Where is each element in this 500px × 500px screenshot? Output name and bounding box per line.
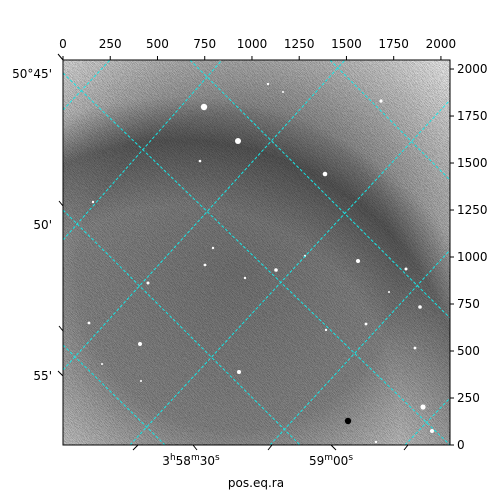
grid-line [63,344,166,445]
star [198,159,202,163]
top-pixel-axis: 0 250 500 750 1000 1250 1500 1750 2000 [59,37,456,60]
star [420,404,426,410]
grid-line [329,60,450,181]
star [146,281,150,285]
star [404,267,408,271]
star [356,259,360,263]
top-axis-tick-label: 0 [59,37,67,51]
star [413,346,417,350]
right-axis-tick-label: 500 [457,344,480,358]
top-axis-tick-label: 750 [193,37,216,51]
grid-line [404,397,450,445]
grid-line [269,249,450,445]
ra-ticks [132,444,409,451]
right-axis-tick-label: 1750 [457,109,488,123]
right-axis-tick-label: 1000 [457,250,488,264]
star [235,138,241,144]
right-axis-tick-label: 750 [457,297,480,311]
top-axis-tick-label: 1750 [378,37,409,51]
star [430,429,434,433]
top-axis-tick-label: 500 [146,37,169,51]
grid-line [63,209,301,445]
dec-tick-label: 50°45' [12,67,52,81]
star [101,363,103,365]
bottom-ra-axis: 3h58m30s 59m00s pos.eq.ra [132,444,409,490]
star [211,246,215,250]
plot-frame [62,59,451,446]
dec-tick-label: 50' [33,218,52,232]
x-axis-title: pos.eq.ra [228,476,284,490]
star [237,370,241,374]
grid-line [129,99,450,445]
star [324,328,328,332]
star [364,322,368,326]
top-axis-tick-label: 1250 [284,37,315,51]
star [140,380,142,382]
right-axis-tick-label: 1250 [457,203,488,217]
grid-line [63,60,111,111]
star [379,99,383,103]
star [282,91,284,93]
ra-tick-label: 59m00s [309,453,353,468]
right-axis-tick-label: 1500 [457,156,488,170]
star [344,417,352,425]
star [138,342,142,346]
star [374,440,378,444]
right-axis-tick-label: 250 [457,391,480,405]
star [203,263,207,267]
star [200,103,208,111]
grid-line [63,60,223,241]
left-dec-axis: 50°45' 50' 55' [12,53,64,383]
top-axis-tick-label: 1000 [237,37,268,51]
grid-line [189,60,450,319]
right-axis-tick-label: 0 [457,438,465,452]
right-axis-tick-label: 2000 [457,62,488,76]
star [274,268,278,272]
star [388,291,390,293]
dec-ticks [57,53,64,377]
celestial-grid [63,60,450,445]
grid-line [63,72,450,445]
star [322,171,328,177]
star [418,305,422,309]
star [243,276,247,280]
top-axis-tick-label: 250 [99,37,122,51]
ra-tick-label: 3h58m30s [162,453,220,468]
sky-image [63,60,450,445]
top-axis-tick-label: 1500 [331,37,362,51]
star [87,321,91,325]
star [91,200,95,204]
star-field [87,60,434,444]
top-axis-tick-label: 2000 [426,37,457,51]
star [266,82,270,86]
dec-tick-label: 55' [33,369,52,383]
right-pixel-axis: 0 250 500 750 1000 1250 1500 1750 2000 [450,62,488,452]
